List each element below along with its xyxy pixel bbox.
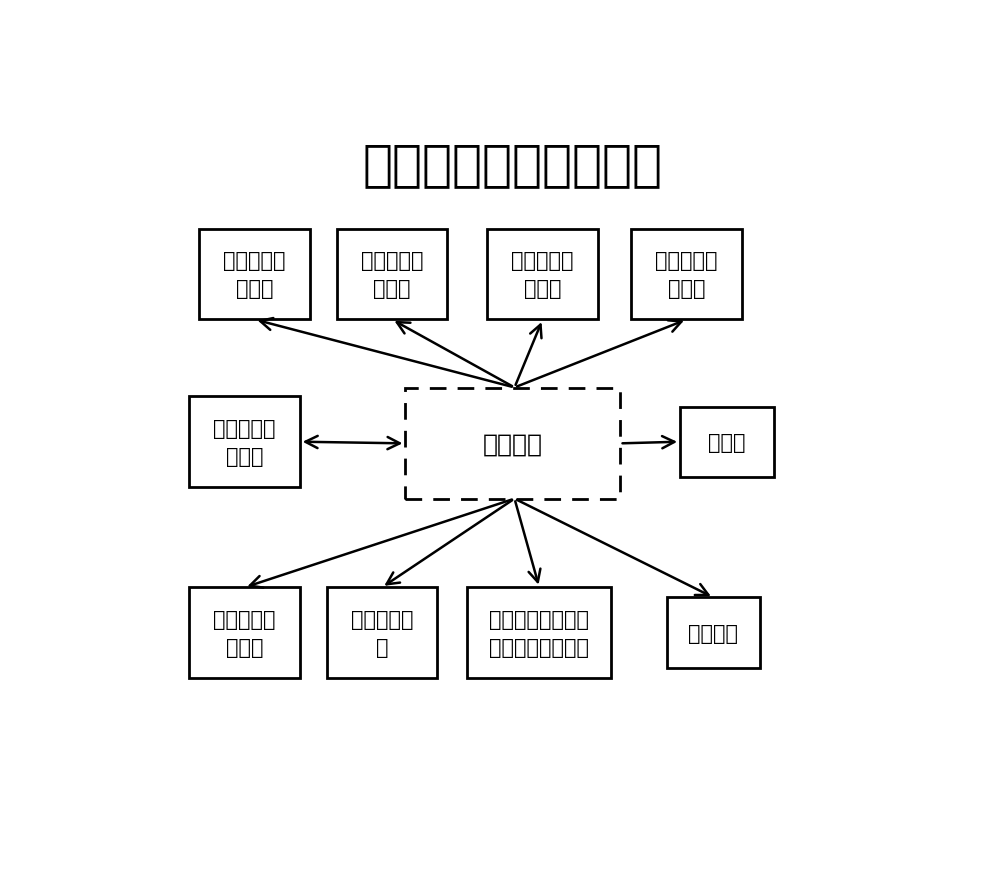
Bar bbox=[199, 229, 310, 320]
Text: 经纬仪: 经纬仪 bbox=[708, 432, 746, 452]
Text: 声磁同步检
测设备: 声磁同步检 测设备 bbox=[361, 251, 423, 299]
Text: 绝缘电阻检
测设备: 绝缘电阻检 测设备 bbox=[213, 609, 276, 657]
Bar bbox=[467, 587, 611, 678]
Text: 高阻故障检
测设备: 高阻故障检 测设备 bbox=[223, 251, 286, 299]
Bar bbox=[327, 587, 437, 678]
Text: 控制设备: 控制设备 bbox=[482, 432, 542, 456]
Bar bbox=[337, 229, 447, 320]
Text: 烧穿设备: 烧穿设备 bbox=[688, 623, 738, 643]
Text: 磁场信号发
送设备: 磁场信号发 送设备 bbox=[655, 251, 718, 299]
Bar bbox=[189, 587, 300, 678]
Text: 输电线路故障检测系统: 输电线路故障检测系统 bbox=[362, 141, 662, 189]
Text: 磁场信号检
测设备: 磁场信号检 测设备 bbox=[511, 251, 574, 299]
Bar bbox=[667, 598, 760, 668]
Bar bbox=[405, 388, 620, 499]
Bar bbox=[189, 397, 300, 488]
Bar bbox=[631, 229, 742, 320]
Text: 耐压检测设
备: 耐压检测设 备 bbox=[351, 609, 413, 657]
Text: 海底地貌测
扫设备: 海底地貌测 扫设备 bbox=[213, 418, 276, 466]
Bar bbox=[680, 407, 774, 477]
Text: 检测低阻故障和开
路故障的检测设备: 检测低阻故障和开 路故障的检测设备 bbox=[489, 609, 589, 657]
Bar bbox=[487, 229, 598, 320]
